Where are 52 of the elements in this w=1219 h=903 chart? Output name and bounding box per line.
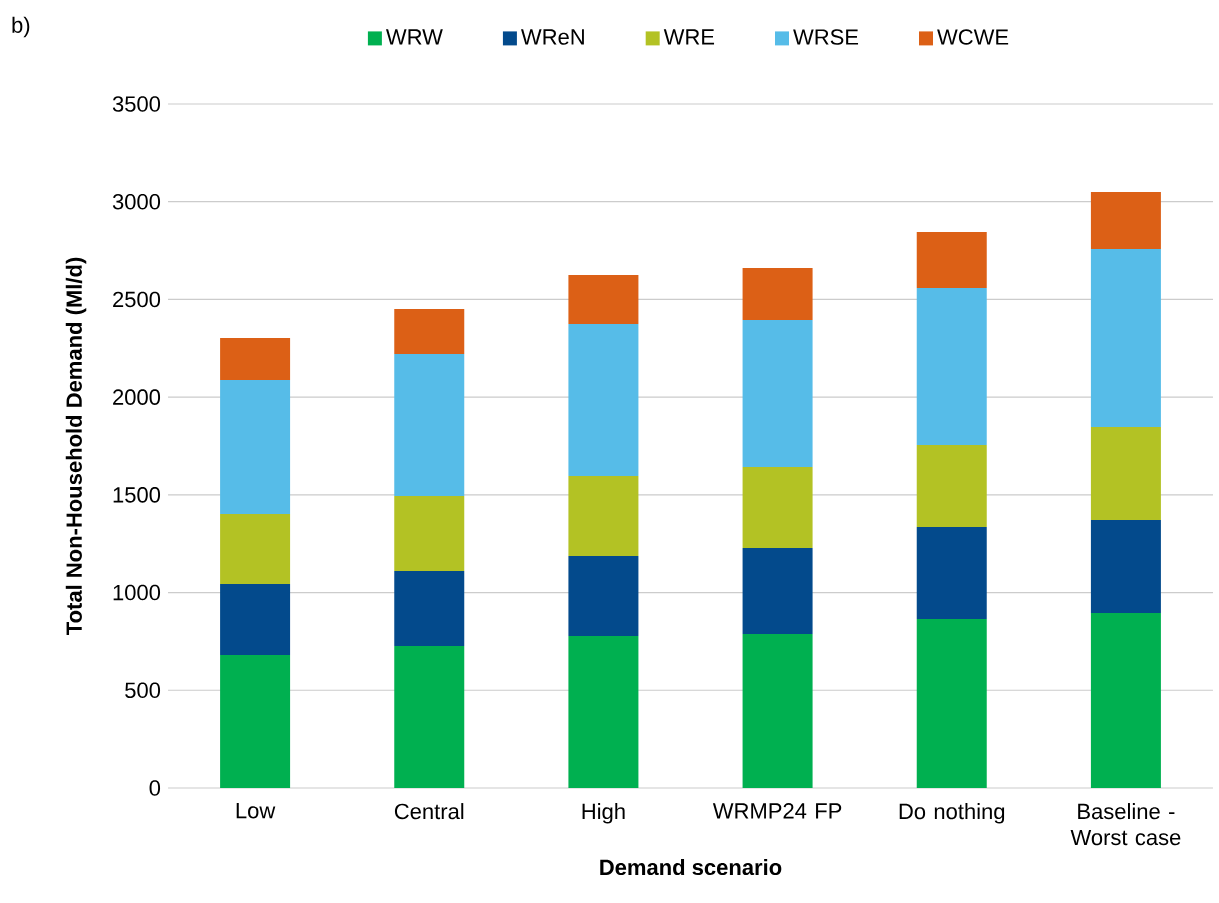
bar [394,496,465,572]
x-tick-label: Do nothing [899,803,1005,824]
x-tick-label: High [582,803,625,824]
bar [220,337,291,380]
bar [742,267,813,320]
legend-label: WRW [385,29,443,45]
x-tick-label: Low [236,803,276,819]
legend-label: WCWE [937,29,1009,45]
bar [916,445,987,527]
bar [568,274,639,325]
bar [394,353,465,497]
bar [916,618,987,788]
bar [568,475,639,557]
legend-label: WRSE [793,29,859,45]
y-axis-title: Total Non-Household Demand (Ml/d) [65,257,87,635]
text: b) [12,16,30,38]
y-tick-label: 3000 [112,193,161,210]
bar [220,655,291,788]
bar [394,645,465,788]
bar [916,287,987,446]
bar [220,583,291,656]
x-tick-label: WRMP24 FP [712,803,842,819]
y-tick-label: 0 [149,780,161,796]
bar [568,556,639,636]
bar [1090,520,1161,614]
legend-label: WReN [521,29,584,45]
bar [742,319,813,467]
bar [220,513,291,584]
x-axis-title: Demand scenario [600,858,782,876]
y-tick-label: 1000 [113,584,161,601]
bar [568,324,639,476]
legend-label: WRE [663,29,715,45]
bar [568,635,639,788]
bar [742,633,813,788]
bar [916,526,987,619]
y-tick-label: 2000 [113,389,161,405]
y-tick-label: 3500 [112,96,161,112]
bar [220,379,291,514]
y-tick-label: 1500 [113,487,161,503]
bar [1090,248,1161,428]
bar [916,231,987,288]
bar [1090,613,1161,788]
y-tick-label: 500 [125,682,161,699]
bar [1090,191,1161,249]
y-tick-label: 2500 [113,291,161,308]
bar [742,548,813,634]
bar [742,466,813,548]
x-tick-label: Baseline - Worst case [1070,803,1181,846]
bar [394,308,465,354]
bar [1090,427,1161,521]
bar [394,571,465,646]
x-tick-label: Central [394,803,464,820]
